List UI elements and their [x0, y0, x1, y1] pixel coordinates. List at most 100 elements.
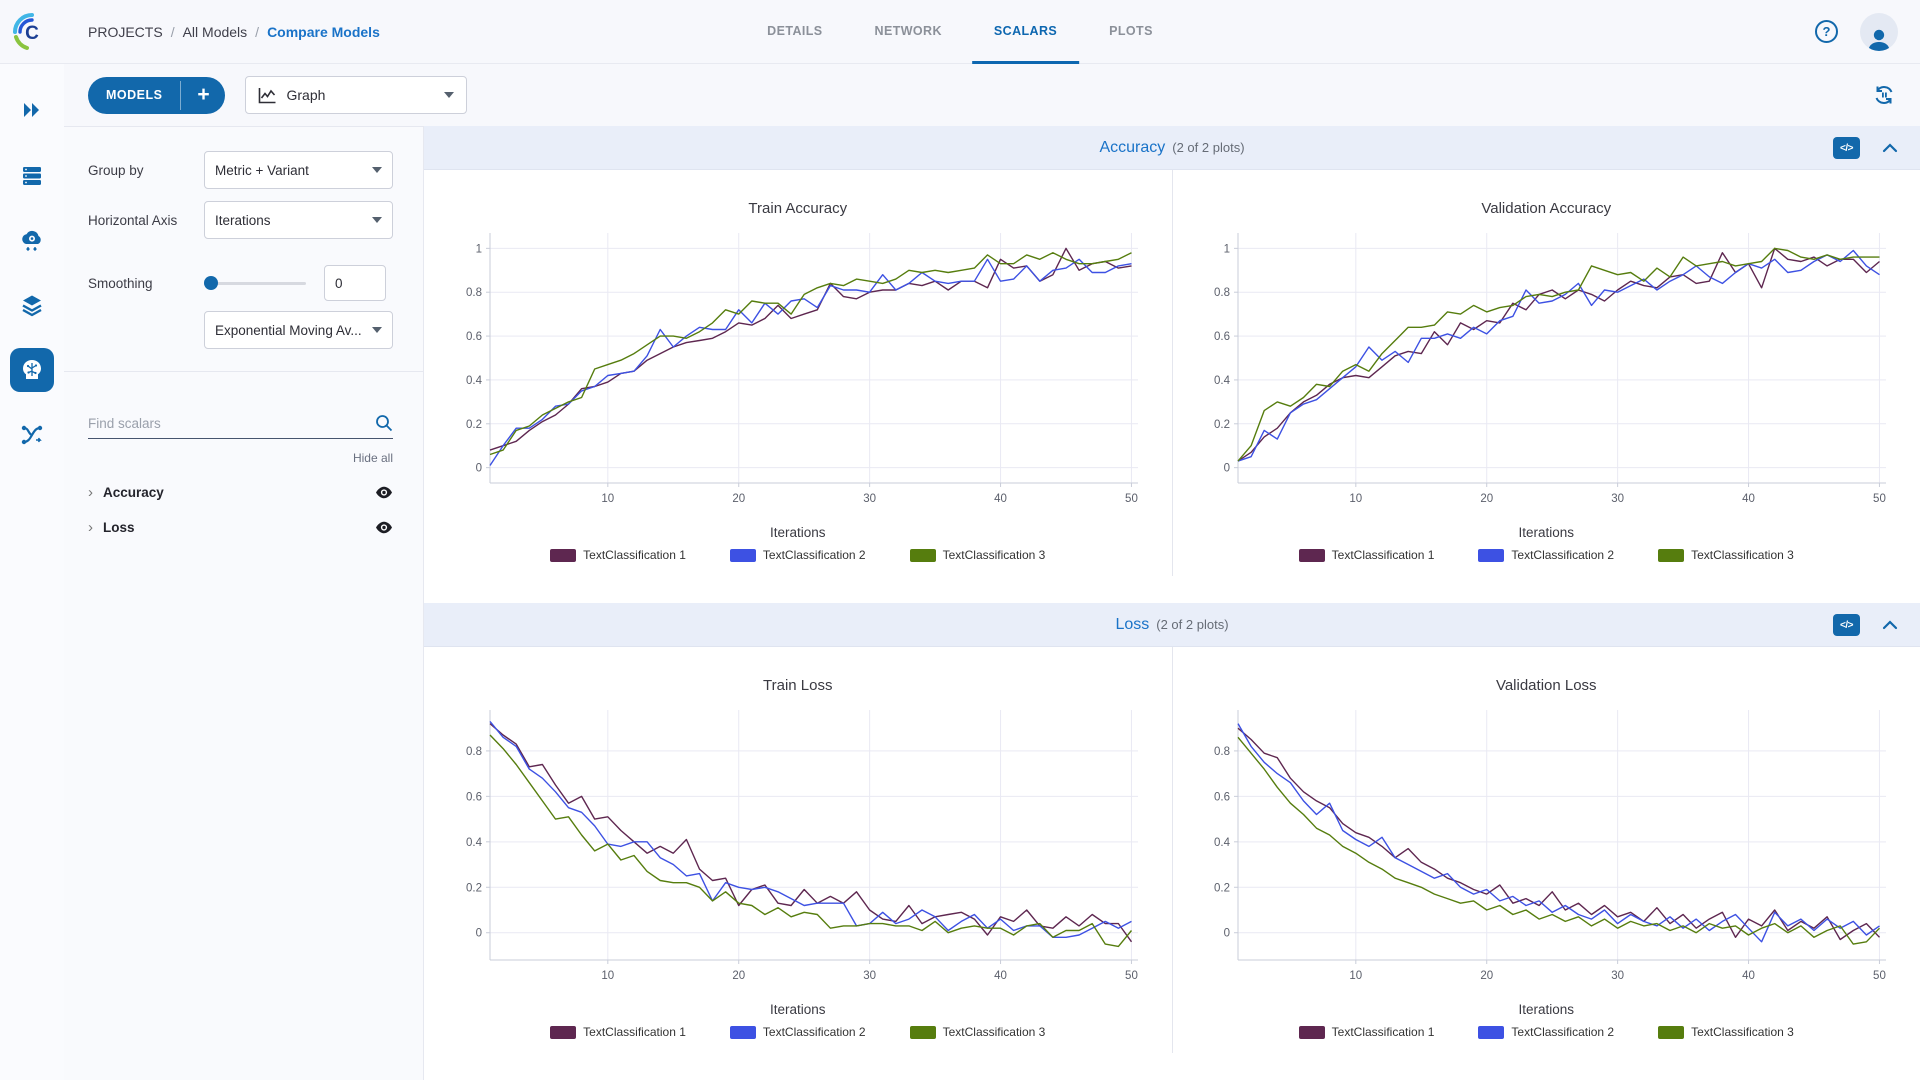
horizontal-axis-value: Iterations	[215, 212, 271, 228]
clearml-logo[interactable]: C	[0, 0, 64, 64]
embed-code-button[interactable]: </>	[1833, 614, 1860, 636]
section-gap	[424, 576, 1920, 603]
x-axis-label: Iterations	[769, 525, 826, 540]
chevron-right-icon[interactable]: ›	[88, 519, 93, 536]
tab-network[interactable]: NETWORK	[874, 23, 942, 38]
section-loss-header[interactable]: Loss (2 of 2 plots) </>	[424, 603, 1920, 647]
legend-item[interactable]: TextClassification 1	[550, 1025, 686, 1039]
auto-refresh-button[interactable]	[1872, 83, 1896, 107]
legend-label: TextClassification 1	[583, 548, 686, 562]
svg-text:0: 0	[475, 463, 481, 475]
tab-plots[interactable]: PLOTS	[1109, 23, 1153, 38]
legend-item[interactable]: TextClassification 2	[729, 1025, 866, 1039]
nav-expand-item[interactable]	[10, 88, 54, 132]
models-selector[interactable]: MODELS +	[88, 76, 226, 114]
horizontal-axis-dropdown[interactable]: Iterations	[204, 201, 393, 239]
plot-canvas[interactable]: 0 0.2 0.4 0.6 0.8 10 20 30 40 50	[448, 700, 1148, 1000]
person-icon	[1868, 29, 1890, 51]
nav-datasets-item[interactable]	[10, 283, 54, 327]
breadcrumb-projects[interactable]: PROJECTS	[88, 23, 163, 40]
visibility-eye-icon[interactable]	[375, 486, 393, 499]
chevron-right-icon[interactable]: ›	[88, 484, 93, 501]
plot-canvas[interactable]: 0 0.2 0.4 0.6 0.8 10 20 30 40 50	[1196, 700, 1896, 1000]
scalar-search	[88, 414, 393, 439]
svg-text:10: 10	[601, 970, 614, 982]
legend-item[interactable]: TextClassification 3	[909, 1025, 1045, 1039]
slider-thumb[interactable]	[204, 276, 218, 290]
chevron-down-icon	[372, 167, 382, 173]
validation-accuracy-chart[interactable]: 0 0.2 0.4 0.6 0.8 1 10 20 30 40 50	[1173, 223, 1920, 523]
breadcrumb: PROJECTS / All Models / Compare Models	[88, 24, 380, 40]
validation-loss-chart[interactable]: 0 0.2 0.4 0.6 0.8 10 20 30 40 50	[1173, 700, 1920, 1000]
nav-pipelines-item[interactable]	[10, 413, 54, 457]
tab-scalars[interactable]: SCALARS	[971, 0, 1080, 64]
train-accuracy-chart[interactable]: 0 0.2 0.4 0.6 0.8 1 10 20 30 40 50	[424, 223, 1172, 523]
nav-models-item[interactable]	[10, 348, 54, 392]
section-title[interactable]: Loss	[1115, 615, 1150, 633]
legend-item[interactable]: TextClassification 1	[1298, 548, 1434, 562]
breadcrumb-all-models[interactable]: All Models	[182, 23, 248, 40]
group-by-label: Group by	[88, 162, 144, 178]
collapse-section-button[interactable]	[1882, 143, 1898, 153]
accuracy-charts-row: Train Accuracy 0 0.2 0.4 0.6 0.8 1 10 20 30 40 50 …	[424, 170, 1920, 576]
svg-text:0.6: 0.6	[466, 331, 482, 343]
nav-queues-item[interactable]	[10, 153, 54, 197]
plot-canvas[interactable]: 0 0.2 0.4 0.6 0.8 1 10 20 30 40 50	[1196, 223, 1896, 523]
hide-all-button[interactable]: Hide all	[352, 451, 393, 465]
svg-text:0: 0	[1224, 928, 1230, 940]
chart-legend: TextClassification 1 TextClassification 2…	[424, 1025, 1172, 1039]
svg-text:1: 1	[475, 243, 481, 255]
svg-text:0.6: 0.6	[1214, 791, 1230, 803]
legend-swatch	[729, 1025, 756, 1039]
chevron-up-icon	[1882, 143, 1898, 153]
svg-text:0.4: 0.4	[1214, 837, 1231, 849]
legend-item[interactable]: TextClassification 1	[1298, 1025, 1434, 1039]
series-line	[489, 723, 1132, 943]
section-title[interactable]: Accuracy	[1099, 138, 1166, 156]
svg-text:40: 40	[1742, 970, 1755, 982]
add-model-button[interactable]: +	[197, 83, 210, 106]
smoothing-value-input[interactable]	[324, 265, 386, 301]
svg-text:0.2: 0.2	[1214, 419, 1230, 431]
smoothing-slider[interactable]	[204, 276, 306, 290]
slider-track[interactable]	[204, 282, 306, 285]
horizontal-axis-label: Horizontal Axis	[88, 212, 178, 228]
embed-code-button[interactable]: </>	[1833, 137, 1860, 159]
plot-canvas[interactable]: 0 0.2 0.4 0.6 0.8 1 10 20 30 40 50	[448, 223, 1148, 523]
legend-item[interactable]: TextClassification 3	[909, 548, 1045, 562]
legend-item[interactable]: TextClassification 2	[1478, 548, 1614, 562]
tab-details[interactable]: DETAILS	[767, 23, 823, 38]
svg-text:0.8: 0.8	[466, 287, 482, 299]
svg-text:1: 1	[1224, 243, 1230, 255]
visibility-eye-icon[interactable]	[375, 521, 393, 534]
series-line	[489, 258, 1132, 466]
top-bar: C PROJECTS / All Models / Compare Models…	[0, 0, 1920, 64]
group-by-dropdown[interactable]: Metric + Variant	[204, 151, 393, 189]
panel-divider	[64, 371, 423, 372]
legend-item[interactable]: TextClassification 3	[1658, 548, 1794, 562]
legend-item[interactable]: TextClassification 2	[1478, 1025, 1614, 1039]
models-button[interactable]: MODELS	[106, 88, 163, 102]
legend-item[interactable]: TextClassification 2	[729, 548, 866, 562]
legend-item[interactable]: TextClassification 1	[550, 548, 686, 562]
smoothing-algorithm-dropdown[interactable]: Exponential Moving Av...	[204, 311, 393, 349]
breadcrumb-compare-models[interactable]: Compare Models	[267, 23, 380, 40]
collapse-section-button[interactable]	[1882, 620, 1898, 630]
legend-label: TextClassification 2	[1511, 548, 1615, 562]
nav-workers-item[interactable]	[10, 218, 54, 262]
x-axis-label: Iterations	[1518, 1002, 1575, 1017]
series-line	[1237, 736, 1881, 945]
find-scalars-input[interactable]	[88, 415, 375, 431]
help-icon[interactable]: ?	[1815, 20, 1838, 43]
user-avatar[interactable]	[1860, 12, 1898, 51]
view-type-dropdown[interactable]: Graph	[245, 76, 468, 114]
metric-group-loss[interactable]: › Loss	[88, 520, 393, 535]
search-icon[interactable]	[375, 414, 393, 432]
train-loss-chart[interactable]: 0 0.2 0.4 0.6 0.8 10 20 30 40 50	[424, 700, 1172, 1000]
legend-item[interactable]: TextClassification 3	[1658, 1025, 1794, 1039]
models-pill-divider	[180, 80, 182, 110]
legend-swatch	[1478, 548, 1505, 562]
metric-group-accuracy[interactable]: › Accuracy	[88, 485, 393, 500]
section-accuracy-header[interactable]: Accuracy (2 of 2 plots) </>	[424, 126, 1920, 170]
chevron-down-icon	[372, 217, 382, 223]
